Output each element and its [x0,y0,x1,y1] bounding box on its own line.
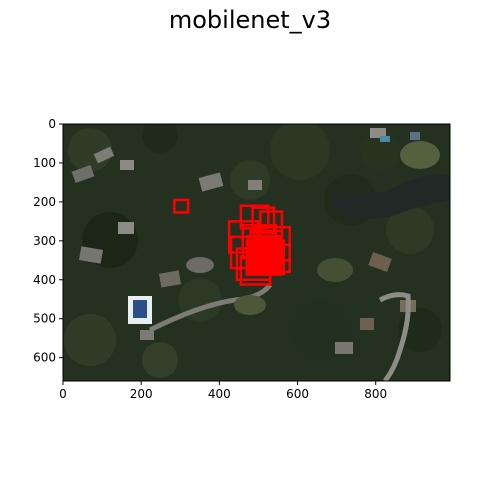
axis-ticks: 0 200 400 600 800 0 100 200 300 400 500 600 [33,117,387,401]
x-tick-label: 0 [59,387,67,401]
y-tick-label: 300 [33,234,56,248]
y-tick-label: 200 [33,195,56,209]
y-tick-label: 600 [33,351,56,365]
detection-cluster-core [246,234,282,276]
detection-boxes [173,198,291,286]
x-tick-label: 600 [286,387,309,401]
x-tick-label: 200 [130,387,153,401]
y-tick-label: 400 [33,273,56,287]
x-tick-label: 800 [364,387,387,401]
y-tick-label: 100 [33,156,56,170]
detection-box-1 [173,198,190,214]
x-tick-label: 400 [208,387,231,401]
y-tick-label: 0 [48,117,56,131]
y-tick-label: 500 [33,312,56,326]
figure-title: mobilenet_v3 [168,6,332,34]
axes-frame [62,123,451,382]
